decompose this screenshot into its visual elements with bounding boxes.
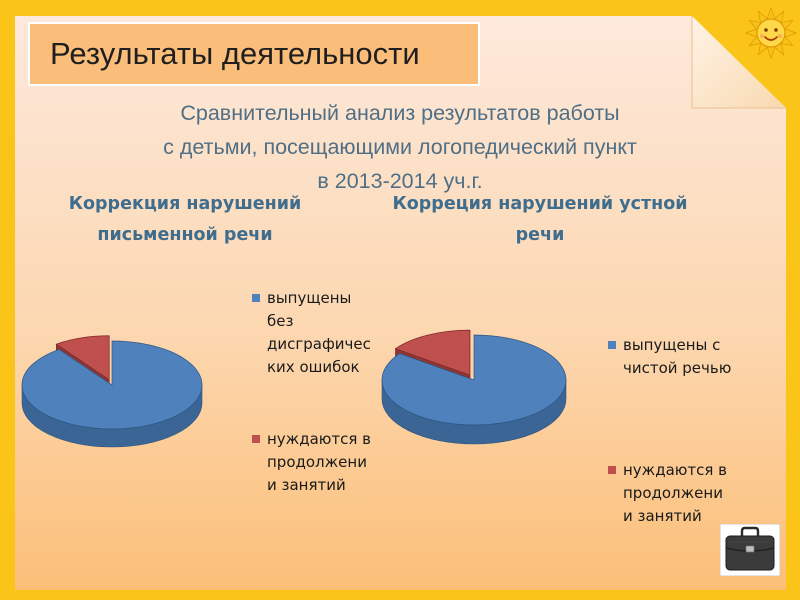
chart-title-oral-speech: Корреция нарушений устной речи <box>380 189 700 251</box>
legend-label-line: нуждаются в <box>267 430 372 448</box>
subtitle-line: Сравнительный анализ результатов работы <box>180 101 620 125</box>
legend-label-line: чистой речью <box>623 359 732 377</box>
legend-label-line: нуждаются в <box>623 461 728 479</box>
pie-slice-top <box>394 329 471 376</box>
legend-label-line: выпущены <box>267 289 352 307</box>
subtitle-line: в 2013-2014 уч.г. <box>317 169 483 193</box>
subtitle-line: с детьми, посещающими логопедический пун… <box>163 135 637 159</box>
pie-slice-blue <box>21 340 203 448</box>
title-box: Результаты деятельности <box>28 22 480 86</box>
chart-title-line: речи <box>515 225 565 245</box>
legend-swatch-red <box>608 466 616 474</box>
legend-label-line: и занятий <box>267 476 346 494</box>
legend-item: нуждаются в продолжени и занятий <box>608 459 727 528</box>
legend-label: выпущены с чистой речью <box>623 334 731 380</box>
sun-icon <box>744 6 798 60</box>
legend-item: нуждаются в продолжени и занятий <box>252 428 371 497</box>
legend-item: выпущены с чистой речью <box>608 334 731 380</box>
pie-chart-1 <box>21 335 203 448</box>
legend-label: нуждаются в продолжени и занятий <box>267 428 371 497</box>
legend-label-line: выпущены с <box>623 336 721 354</box>
legend-swatch-blue <box>252 294 260 302</box>
pie-slice-blue <box>381 334 567 445</box>
legend-label-line: дисграфичес <box>267 335 371 353</box>
pie-slice-top <box>381 334 567 426</box>
legend-swatch-red <box>252 435 260 443</box>
slide-title: Результаты деятельности <box>50 36 420 71</box>
legend-label-line: и занятий <box>623 507 702 525</box>
legend-swatch-blue <box>608 341 616 349</box>
chart-title-line: Корреция нарушений устной <box>392 194 688 214</box>
chart-title-written-speech: Коррекция нарушений письменной речи <box>40 189 330 251</box>
pie-chart-2 <box>381 329 567 445</box>
legend-item: выпущены без дисграфичес ких ошибок <box>252 287 371 379</box>
pie-slice-top <box>21 340 203 430</box>
legend-label-line: без <box>267 312 294 330</box>
legend-label: нуждаются в продолжени и занятий <box>623 459 727 528</box>
briefcase-icon <box>720 524 780 576</box>
legend-label: выпущены без дисграфичес ких ошибок <box>267 287 371 379</box>
page-fold <box>692 16 786 108</box>
legend-label-line: продолжени <box>267 453 367 471</box>
legend-label-line: ких ошибок <box>267 358 360 376</box>
content-panel <box>15 16 786 590</box>
pie-slice-top <box>55 335 110 381</box>
chart-title-line: Коррекция нарушений <box>68 194 302 214</box>
slide-subtitle: Сравнительный анализ результатов работы … <box>90 96 710 198</box>
chart-title-line: письменной речи <box>97 225 273 245</box>
legend-label-line: продолжени <box>623 484 723 502</box>
